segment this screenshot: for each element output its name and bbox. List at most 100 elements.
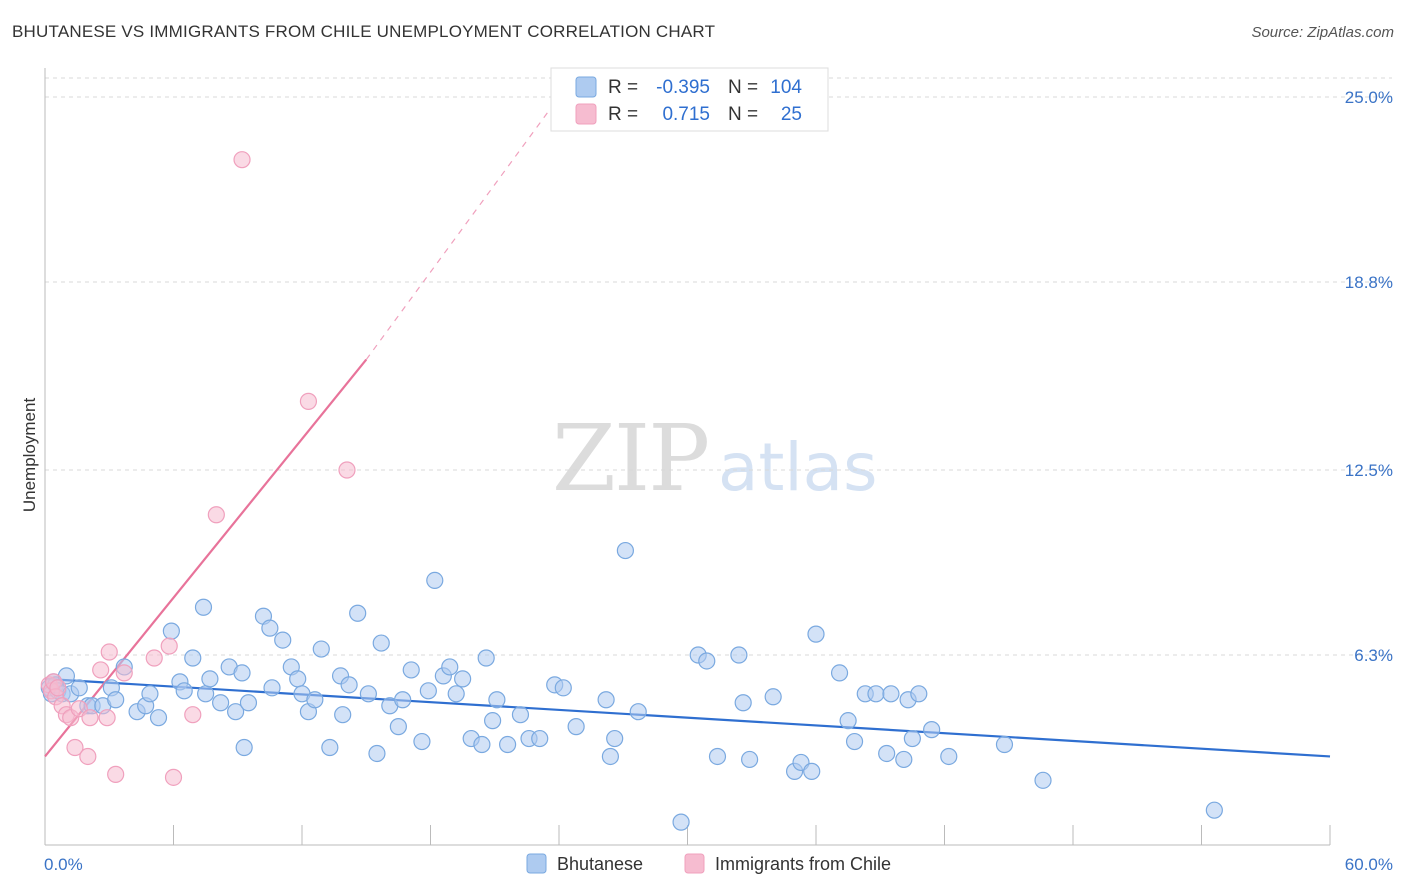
point-bhutanese bbox=[201, 670, 219, 688]
point-chile bbox=[145, 649, 163, 667]
legend-label-chile: Immigrants from Chile bbox=[715, 854, 891, 874]
point-bhutanese bbox=[289, 670, 307, 688]
point-bhutanese bbox=[531, 729, 549, 748]
correlation-legend: R = -0.395 N = 104 R = 0.715 N = 25 bbox=[550, 67, 829, 132]
y-tick-label: 12.5% bbox=[1345, 461, 1393, 480]
point-chile bbox=[79, 747, 97, 766]
point-bhutanese bbox=[597, 691, 615, 709]
point-bhutanese bbox=[910, 685, 928, 703]
point-chile bbox=[115, 664, 133, 682]
point-chile bbox=[233, 151, 251, 169]
point-bhutanese bbox=[413, 732, 431, 751]
chart-title: BHUTANESE VS IMMIGRANTS FROM CHILE UNEMP… bbox=[12, 22, 716, 41]
point-bhutanese bbox=[227, 703, 245, 721]
point-bhutanese bbox=[389, 718, 407, 736]
point-bhutanese bbox=[940, 747, 958, 766]
legend-r-value: 0.715 bbox=[662, 104, 710, 125]
point-bhutanese bbox=[194, 598, 213, 616]
point-bhutanese bbox=[672, 813, 690, 831]
point-bhutanese bbox=[197, 685, 215, 703]
point-chile bbox=[49, 679, 67, 697]
point-bhutanese bbox=[441, 658, 459, 676]
point-chile bbox=[100, 643, 118, 661]
point-bhutanese bbox=[882, 685, 900, 703]
point-bhutanese bbox=[477, 649, 495, 667]
point-bhutanese bbox=[567, 718, 585, 736]
point-chile bbox=[338, 461, 356, 479]
point-bhutanese bbox=[708, 747, 727, 766]
legend-swatch-bhutanese bbox=[575, 76, 597, 98]
point-bhutanese bbox=[1034, 771, 1052, 789]
y-tick-label: 18.8% bbox=[1345, 273, 1393, 292]
point-bhutanese bbox=[830, 664, 849, 682]
point-chile bbox=[66, 738, 84, 757]
point-bhutanese bbox=[730, 646, 748, 664]
point-bhutanese bbox=[235, 738, 253, 757]
y-tick-label: 25.0% bbox=[1345, 88, 1393, 107]
point-bhutanese bbox=[616, 541, 634, 560]
data-points bbox=[40, 151, 1223, 831]
point-bhutanese bbox=[419, 682, 437, 700]
point-bhutanese bbox=[334, 706, 352, 724]
point-bhutanese bbox=[601, 747, 620, 766]
point-bhutanese bbox=[175, 682, 193, 700]
point-bhutanese bbox=[426, 571, 444, 590]
y-tick-label: 6.3% bbox=[1354, 646, 1393, 665]
point-bhutanese bbox=[263, 679, 281, 697]
point-bhutanese bbox=[340, 676, 358, 694]
point-chile bbox=[98, 709, 116, 727]
point-bhutanese bbox=[839, 712, 857, 730]
point-chile bbox=[107, 765, 125, 783]
point-bhutanese bbox=[162, 622, 180, 640]
point-bhutanese bbox=[484, 712, 502, 730]
point-bhutanese bbox=[511, 706, 530, 724]
trend-line-chile bbox=[44, 358, 368, 758]
point-bhutanese bbox=[149, 709, 168, 727]
point-bhutanese bbox=[212, 694, 230, 712]
point-bhutanese bbox=[454, 670, 472, 688]
point-bhutanese bbox=[447, 685, 465, 703]
legend-r-value: -0.395 bbox=[656, 77, 710, 98]
point-bhutanese bbox=[394, 691, 412, 709]
point-bhutanese bbox=[554, 679, 572, 697]
legend-r-label: R = bbox=[608, 104, 638, 125]
point-bhutanese bbox=[261, 619, 279, 637]
trend-lines bbox=[44, 96, 1331, 758]
point-bhutanese bbox=[184, 649, 202, 667]
legend-n-value: 25 bbox=[781, 104, 802, 125]
y-axis-label: Unemployment bbox=[20, 398, 39, 513]
point-bhutanese bbox=[402, 661, 420, 679]
point-bhutanese bbox=[734, 694, 752, 712]
legend-row-chile: R = 0.715 N = 25 bbox=[575, 103, 802, 125]
legend-n-label: N = bbox=[728, 104, 758, 125]
point-bhutanese bbox=[1205, 801, 1223, 819]
point-bhutanese bbox=[488, 691, 506, 709]
point-bhutanese bbox=[274, 631, 292, 649]
point-bhutanese bbox=[473, 735, 491, 754]
point-bhutanese bbox=[923, 721, 941, 739]
point-chile bbox=[92, 661, 110, 679]
point-bhutanese bbox=[698, 652, 716, 670]
point-bhutanese bbox=[372, 634, 390, 652]
point-bhutanese bbox=[239, 694, 258, 712]
source-label: Source: ZipAtlas.com bbox=[1251, 24, 1394, 41]
watermark-zip: ZIP bbox=[552, 405, 708, 512]
point-bhutanese bbox=[878, 744, 896, 763]
point-bhutanese bbox=[349, 604, 367, 622]
legend-n-value: 104 bbox=[770, 77, 802, 98]
point-bhutanese bbox=[741, 750, 759, 769]
legend-row-bhutanese: R = -0.395 N = 104 bbox=[575, 76, 802, 98]
point-bhutanese bbox=[499, 735, 517, 754]
point-bhutanese bbox=[995, 735, 1014, 754]
point-bhutanese bbox=[803, 762, 821, 780]
x-tick-label: 60.0% bbox=[1345, 855, 1393, 874]
point-bhutanese bbox=[306, 691, 324, 709]
point-bhutanese bbox=[867, 685, 885, 703]
point-chile bbox=[207, 506, 225, 524]
legend-label-bhutanese: Bhutanese bbox=[557, 854, 643, 874]
point-bhutanese bbox=[321, 738, 339, 757]
point-chile bbox=[81, 709, 99, 727]
point-bhutanese bbox=[312, 640, 330, 658]
x-tick-label: 0.0% bbox=[44, 855, 83, 874]
